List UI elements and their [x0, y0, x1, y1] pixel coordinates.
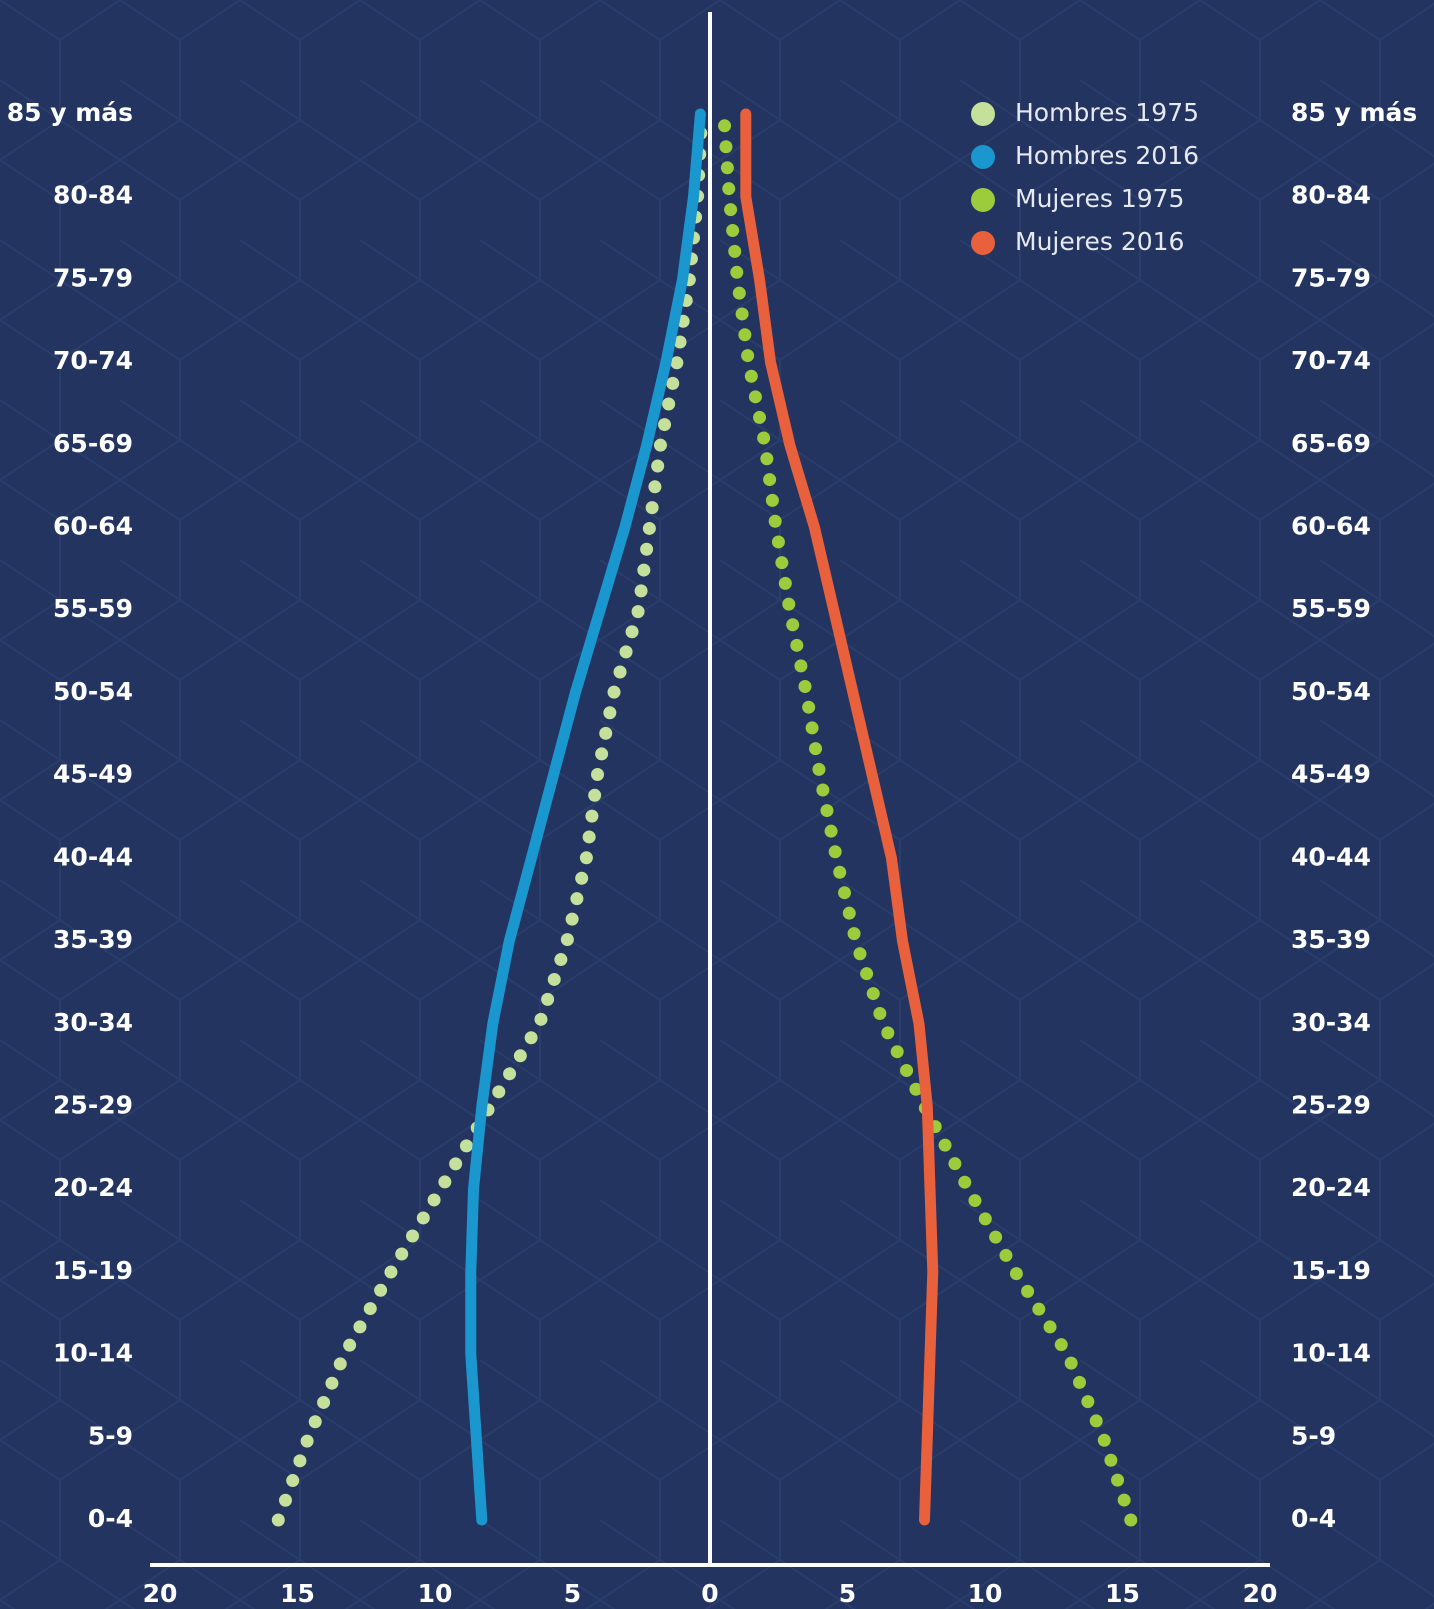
y-label-left: 20-24 — [53, 1173, 133, 1202]
y-label-right: 80-84 — [1291, 181, 1371, 210]
y-label-right: 40-44 — [1291, 842, 1371, 871]
y-label-left: 65-69 — [53, 429, 133, 458]
legend-label: Mujeres 2016 — [1015, 227, 1184, 256]
y-label-left: 70-74 — [53, 346, 133, 375]
y-label-right: 50-54 — [1291, 677, 1371, 706]
legend-label: Hombres 1975 — [1015, 98, 1199, 127]
y-label-left: 85 y más — [7, 98, 133, 127]
y-label-right: 35-39 — [1291, 925, 1371, 954]
y-label-right: 10-14 — [1291, 1339, 1371, 1368]
legend-label: Mujeres 1975 — [1015, 184, 1184, 213]
y-label-left: 5-9 — [88, 1421, 133, 1450]
y-label-right: 60-64 — [1291, 512, 1371, 541]
y-label-left: 10-14 — [53, 1339, 133, 1368]
legend-swatch — [971, 188, 995, 212]
y-label-right: 75-79 — [1291, 263, 1371, 292]
series-line — [740, 108, 939, 1526]
x-tick-label: 10 — [968, 1579, 1003, 1608]
y-label-right: 20-24 — [1291, 1173, 1371, 1202]
y-label-left: 80-84 — [53, 181, 133, 210]
y-label-left: 25-29 — [53, 1090, 133, 1119]
x-tick-label: 5 — [564, 1579, 581, 1608]
y-label-left: 35-39 — [53, 925, 133, 954]
y-label-right: 65-69 — [1291, 429, 1371, 458]
legend-label: Hombres 2016 — [1015, 141, 1199, 170]
y-label-right: 85 y más — [1291, 98, 1417, 127]
y-label-left: 50-54 — [53, 677, 133, 706]
x-tick-label: 20 — [143, 1579, 178, 1608]
y-label-left: 60-64 — [53, 512, 133, 541]
series-line — [271, 107, 709, 1527]
x-tick-label: 10 — [418, 1579, 453, 1608]
y-label-right: 55-59 — [1291, 594, 1371, 623]
x-tick-label: 0 — [701, 1579, 718, 1608]
x-tick-label: 15 — [280, 1579, 315, 1608]
y-label-right: 0-4 — [1291, 1504, 1336, 1533]
legend-swatch — [971, 231, 995, 255]
y-label-right: 15-19 — [1291, 1256, 1371, 1285]
y-label-right: 45-49 — [1291, 760, 1371, 789]
y-label-left: 40-44 — [53, 842, 133, 871]
y-label-left: 45-49 — [53, 760, 133, 789]
y-label-right: 25-29 — [1291, 1090, 1371, 1119]
x-tick-label: 5 — [839, 1579, 856, 1608]
legend-swatch — [971, 102, 995, 126]
y-label-left: 55-59 — [53, 594, 133, 623]
y-label-left: 15-19 — [53, 1256, 133, 1285]
y-label-right: 30-34 — [1291, 1008, 1371, 1037]
y-label-left: 75-79 — [53, 263, 133, 292]
legend-swatch — [971, 145, 995, 169]
x-tick-label: 15 — [1105, 1579, 1140, 1608]
y-label-right: 70-74 — [1291, 346, 1371, 375]
y-label-right: 5-9 — [1291, 1421, 1336, 1450]
series-line — [465, 108, 706, 1526]
y-label-left: 0-4 — [88, 1504, 133, 1533]
y-label-left: 30-34 — [53, 1008, 133, 1037]
x-tick-label: 20 — [1243, 1579, 1278, 1608]
